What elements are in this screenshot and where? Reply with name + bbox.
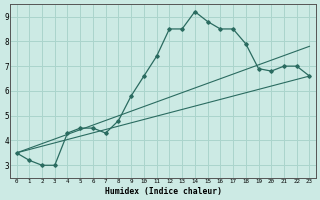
X-axis label: Humidex (Indice chaleur): Humidex (Indice chaleur) bbox=[105, 187, 221, 196]
